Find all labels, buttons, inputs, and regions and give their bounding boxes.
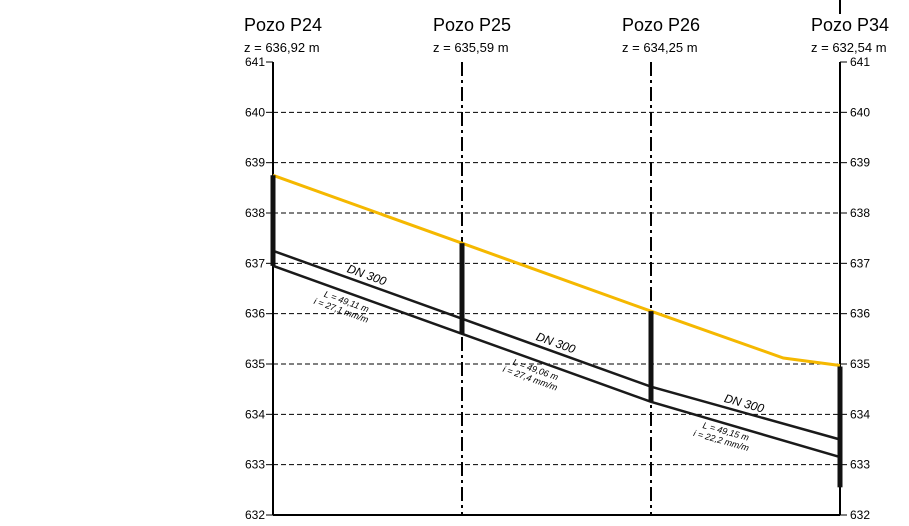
well-elevation-label: z = 635,59 m [433, 40, 509, 55]
left-tick-label: 634 [245, 407, 265, 421]
right-tick-label: 635 [850, 357, 870, 371]
well-shaft [837, 366, 843, 488]
well-elevation-label: z = 632,54 m [811, 40, 887, 55]
well-elevation-label: z = 636,92 m [244, 40, 320, 55]
right-tick-label: 632 [850, 508, 870, 522]
pipe-invert-line [272, 264, 841, 459]
well-name-label: Pozo P25 [433, 15, 511, 35]
left-tick-label: 632 [245, 508, 265, 522]
pipe-profile [272, 249, 841, 459]
right-tick-label: 637 [850, 256, 870, 270]
right-tick-label: 641 [850, 55, 870, 69]
left-tick-label: 640 [245, 105, 265, 119]
left-tick-label: 635 [245, 357, 265, 371]
left-tick-label: 633 [245, 458, 265, 472]
right-tick-label: 640 [850, 105, 870, 119]
left-tick-label: 636 [245, 307, 265, 321]
right-tick-label: 633 [850, 458, 870, 472]
elevation-axes: 632 632 633 633 634 634 635 635 636 636 637 637 638 6… [245, 55, 870, 522]
well-name-label: Pozo P34 [811, 15, 889, 35]
wells [270, 175, 843, 488]
right-tick-label: 638 [850, 206, 870, 220]
well-shaft [459, 243, 465, 334]
grid [272, 0, 841, 516]
well-headers: Pozo P24 z = 636,92 m Pozo P25 z = 635,59 m… [244, 15, 889, 55]
well-name-label: Pozo P26 [622, 15, 700, 35]
pipe-crown-line [272, 249, 841, 441]
left-tick-label: 637 [245, 256, 265, 270]
left-tick-label: 638 [245, 206, 265, 220]
left-tick-label: 639 [245, 156, 265, 170]
right-tick-label: 639 [850, 156, 870, 170]
well-shaft [270, 175, 276, 266]
right-tick-label: 634 [850, 407, 870, 421]
well-name-label: Pozo P24 [244, 15, 322, 35]
right-tick-label: 636 [850, 307, 870, 321]
well-elevation-label: z = 634,25 m [622, 40, 698, 55]
well-shaft [648, 311, 654, 402]
left-tick-label: 641 [245, 55, 265, 69]
